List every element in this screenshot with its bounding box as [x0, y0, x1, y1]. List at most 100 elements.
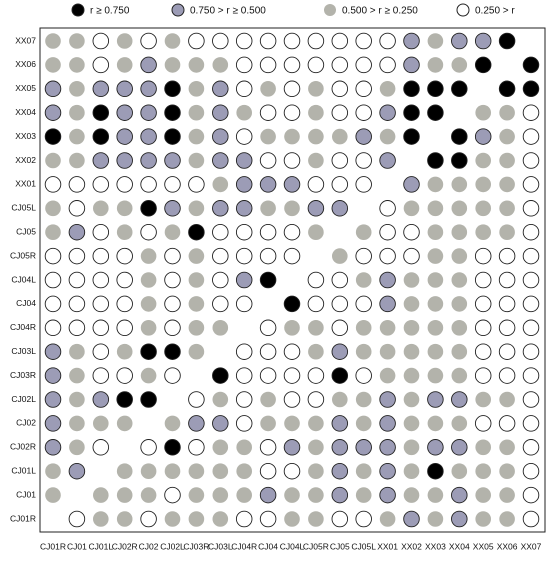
cell-dot — [116, 57, 133, 73]
cell-dot — [522, 295, 540, 313]
cell-dot — [403, 439, 420, 456]
cell-dot — [260, 128, 276, 145]
cell-dot — [69, 104, 85, 121]
cell-dot — [522, 319, 540, 337]
cell-dot — [379, 415, 396, 432]
cell-dot — [235, 56, 253, 74]
cell-dot — [188, 128, 205, 145]
cell-dot — [522, 200, 540, 217]
cell-dot — [331, 343, 349, 360]
cell-dot — [308, 224, 324, 240]
cell-dot — [259, 486, 277, 504]
cell-dot — [475, 463, 492, 480]
cell-dot — [164, 439, 181, 456]
cell-dot — [355, 152, 372, 169]
cell-dot — [92, 56, 110, 74]
cell-dot — [427, 80, 444, 98]
cell-dot — [308, 81, 324, 97]
cell-dot — [427, 462, 444, 480]
cell-dot — [379, 200, 396, 217]
cell-dot — [499, 463, 515, 480]
cell-dot — [164, 57, 181, 73]
cell-dot — [92, 271, 110, 289]
cell-dot — [283, 152, 301, 169]
cell-dot — [308, 439, 324, 456]
cell-dot — [212, 32, 229, 50]
cell-dot — [68, 223, 86, 241]
cell-dot — [164, 271, 181, 289]
cell-dot — [92, 104, 110, 121]
cell-dot — [44, 295, 62, 313]
cell-dot — [355, 439, 372, 456]
cell-dot — [403, 296, 420, 312]
cell-dot — [259, 152, 277, 169]
cell-dot — [259, 510, 277, 528]
cell-dot — [188, 272, 205, 288]
x-tick-label: CJ05 — [330, 541, 350, 551]
y-tick-label: CJ05L — [11, 203, 36, 213]
cell-dot — [92, 295, 110, 313]
cell-dot — [355, 487, 372, 503]
cell-dot — [331, 80, 349, 98]
cell-dot — [498, 271, 516, 289]
cell-dot — [283, 56, 301, 74]
cell-dot — [427, 104, 444, 121]
cell-dot — [332, 391, 348, 408]
cell-dot — [116, 247, 133, 265]
cell-dot — [498, 32, 516, 50]
cell-dot — [44, 176, 62, 193]
y-tick-label: XX05 — [15, 83, 36, 93]
cell-dot — [68, 247, 86, 265]
cell-dot — [116, 295, 133, 313]
cell-dot — [498, 295, 516, 313]
cell-dot — [236, 487, 252, 503]
cell-dot — [474, 295, 492, 313]
cell-dot — [307, 391, 325, 408]
legend-label: r ≥ 0.750 — [90, 6, 130, 17]
cell-dot — [140, 200, 157, 217]
cell-dot — [451, 486, 468, 504]
cell-dot — [188, 463, 205, 480]
cell-dot — [522, 367, 540, 384]
legend-swatch — [456, 3, 470, 17]
cell-dot — [212, 152, 229, 169]
cell-dot — [355, 128, 372, 145]
cell-dot — [259, 462, 277, 480]
cell-dot — [45, 463, 61, 480]
cell-dot — [355, 32, 372, 50]
cell-dot — [427, 248, 444, 264]
cell-dot — [355, 463, 372, 480]
cell-dot — [212, 176, 229, 193]
cell-dot — [188, 223, 205, 241]
cell-dot — [140, 56, 157, 74]
cell-dot — [403, 56, 420, 74]
cell-dot — [212, 415, 229, 432]
cell-dot — [259, 223, 277, 241]
x-tick-label: XX06 — [497, 541, 518, 551]
cell-dot — [522, 128, 540, 145]
cell-dot — [164, 247, 181, 265]
cell-dot — [499, 104, 515, 121]
cell-dot — [283, 32, 301, 50]
cell-dot — [451, 463, 468, 480]
cell-dot — [140, 32, 157, 50]
cell-dot — [283, 462, 301, 480]
cell-dot — [164, 486, 181, 504]
cell-dot — [259, 271, 277, 289]
cell-dot — [475, 176, 492, 193]
cell-dot — [188, 32, 205, 50]
cell-dot — [92, 343, 110, 360]
cell-dot — [212, 57, 229, 73]
cell-dot — [92, 367, 110, 384]
cell-dot — [116, 415, 133, 432]
cell-dot — [92, 152, 110, 169]
cell-dot — [188, 57, 205, 73]
cell-dot — [44, 343, 62, 360]
cell-dot — [403, 200, 420, 217]
cell-dot — [379, 439, 396, 456]
cell-dot — [259, 439, 277, 456]
cell-dot — [403, 80, 420, 98]
y-tick-label: XX02 — [15, 155, 36, 165]
y-tick-label: XX06 — [15, 59, 36, 69]
